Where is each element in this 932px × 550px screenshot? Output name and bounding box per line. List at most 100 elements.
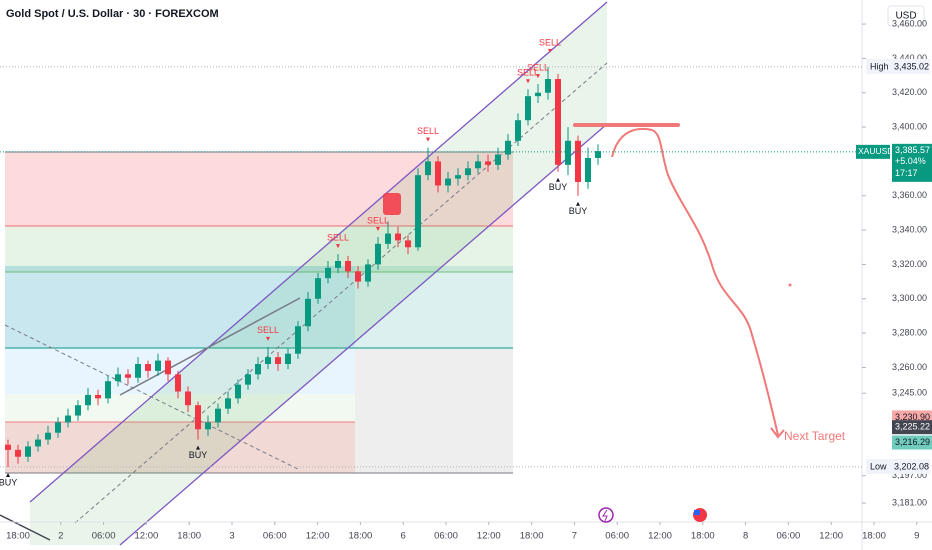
candle-body xyxy=(85,394,91,406)
candle-body xyxy=(455,175,461,179)
candle-body xyxy=(75,405,81,416)
level-tag-value: 3,216.29 xyxy=(895,437,930,447)
y-tick-label: 3,460.00 xyxy=(892,18,927,28)
candle-body xyxy=(525,96,531,121)
candle-body xyxy=(595,151,601,158)
candle-body xyxy=(245,374,251,385)
currency[interactable]: USD xyxy=(895,11,916,22)
signal-arrow xyxy=(266,336,270,341)
x-tick-label: 18:00 xyxy=(177,531,201,542)
current-price-tag xyxy=(892,143,932,182)
candle-body xyxy=(555,78,561,165)
x-tick-label: 6 xyxy=(401,531,406,542)
x-tick-label: 18:00 xyxy=(520,531,544,542)
x-tick-label: 18:00 xyxy=(862,531,886,542)
channel-lower xyxy=(119,123,608,546)
chart-title: Gold Spot / U.S. Dollar · 30 · FOREXCOM xyxy=(6,8,219,20)
event-icon-flag xyxy=(694,510,700,515)
price-tag xyxy=(866,58,892,74)
x-tick-label: 12:00 xyxy=(648,531,672,542)
candle-body xyxy=(305,298,311,327)
event-icon-bolt xyxy=(602,509,608,522)
candle-body xyxy=(575,140,581,183)
candle-body xyxy=(135,364,141,378)
price-tag xyxy=(892,458,930,474)
candle-body xyxy=(545,78,551,93)
signal-arrow xyxy=(526,79,530,84)
candle-body xyxy=(375,243,381,265)
zone xyxy=(5,422,355,473)
marks xyxy=(5,66,601,468)
event-icon[interactable] xyxy=(598,507,614,523)
candle-body xyxy=(225,398,231,409)
x-tick-label: 7 xyxy=(572,531,577,542)
event-icons xyxy=(598,507,707,523)
signal-label: SELL xyxy=(539,37,561,47)
x-tick-label: 8 xyxy=(743,531,748,542)
candle-body xyxy=(405,240,411,248)
candle-body xyxy=(95,394,101,399)
projection xyxy=(383,123,792,439)
candle-body xyxy=(465,168,471,176)
candle-body xyxy=(65,415,71,423)
y-tick-label: 3,245.00 xyxy=(892,388,927,398)
price-tag-name: High xyxy=(870,61,889,71)
candle-body xyxy=(155,360,161,371)
level-tag xyxy=(892,420,932,435)
price-tag xyxy=(866,458,892,474)
signal-arrow xyxy=(336,244,340,249)
signal-arrow xyxy=(548,48,552,53)
candle-body xyxy=(335,261,341,268)
signal-label: SELL xyxy=(367,215,389,225)
x-tick-label: 2 xyxy=(58,531,63,542)
candle-body xyxy=(355,271,361,282)
x-tick-label: 12:00 xyxy=(135,531,159,542)
candle-body xyxy=(445,178,451,186)
currency-button[interactable] xyxy=(887,5,925,27)
signal-arrow xyxy=(6,473,10,478)
candle-body xyxy=(275,357,281,365)
price-tag-value: 3,435.02 xyxy=(894,61,929,71)
x-tick-label: 12:00 xyxy=(306,531,330,542)
candle-body xyxy=(385,233,391,244)
current-symbol: XAUUSD xyxy=(858,146,893,156)
candle-body xyxy=(485,161,491,165)
zone xyxy=(5,266,513,348)
price-tag xyxy=(892,58,930,74)
candle-body xyxy=(195,405,201,430)
zone xyxy=(5,226,513,272)
candle-body xyxy=(515,120,521,141)
signal-label: BUY xyxy=(549,182,568,192)
signal-label: BUY xyxy=(569,206,588,216)
candle-body xyxy=(5,444,11,450)
channel-upper xyxy=(29,1,608,503)
current-price: 3,385.57 xyxy=(895,145,930,155)
y-tick-label: 3,320.00 xyxy=(892,259,927,269)
candle-body xyxy=(425,161,431,176)
y-tick-label: 3,300.00 xyxy=(892,293,927,303)
candle-body xyxy=(315,278,321,299)
trend-line xyxy=(119,297,301,396)
x-tick-label: 3 xyxy=(229,531,234,542)
candle-body xyxy=(205,422,211,430)
y-tick-label: 3,440.00 xyxy=(892,53,927,63)
candle-body xyxy=(115,374,121,382)
candle-body xyxy=(585,157,591,183)
signal-label: SELL xyxy=(417,126,439,136)
y-tick-label: 3,181.00 xyxy=(892,497,927,507)
current-symbol-tag xyxy=(856,144,890,159)
candle-body xyxy=(175,374,181,392)
candle-body xyxy=(15,449,21,457)
signal-label: BUY xyxy=(189,450,208,460)
candle-body xyxy=(145,364,151,371)
x-tick-label: 12:00 xyxy=(477,531,501,542)
x-tick-label: 18:00 xyxy=(691,531,715,542)
candle-body xyxy=(25,446,31,457)
y-tick-label: 3,197.00 xyxy=(892,470,927,480)
zone xyxy=(355,348,513,473)
x-tick-label: 06:00 xyxy=(777,531,801,542)
candle-body xyxy=(325,267,331,279)
level-tag-value: 3,225.22 xyxy=(895,422,930,432)
